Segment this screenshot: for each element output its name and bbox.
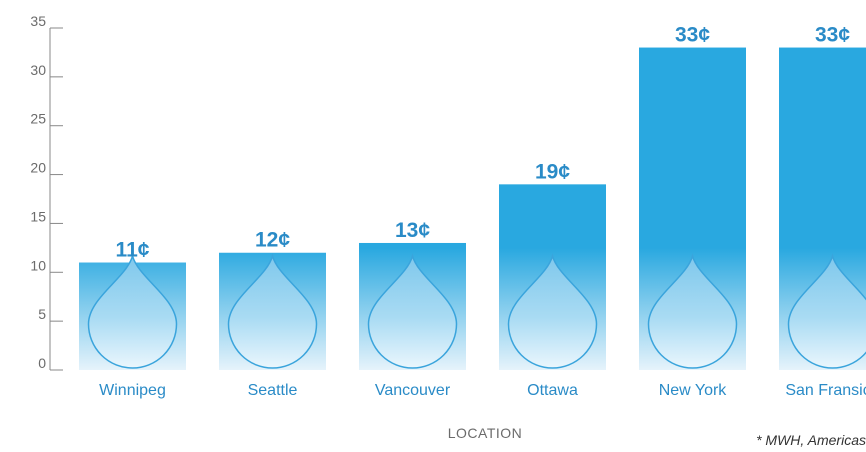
value-label: 33¢ <box>815 24 850 47</box>
value-label: 13¢ <box>395 219 430 242</box>
category-label: Vancouver <box>375 382 451 399</box>
footnote: * MWH, Americas <box>756 432 866 448</box>
category-labels: Winnipeg Seattle Vancouver Ottawa New York Sa… <box>99 382 866 399</box>
category-label: New York <box>659 382 728 399</box>
y-tick-label: 35 <box>30 13 46 29</box>
category-label: Winnipeg <box>99 382 166 399</box>
value-label: 33¢ <box>675 24 710 47</box>
water-drop-icon <box>787 253 866 369</box>
water-drop-icon <box>507 253 598 369</box>
value-label: 11¢ <box>116 239 150 262</box>
y-axis: 0 5 10 15 20 25 30 35 <box>30 13 63 371</box>
y-tick-label: 0 <box>38 355 46 371</box>
category-label: Ottawa <box>527 382 578 399</box>
water-drop-icon <box>227 253 318 369</box>
y-tick-label: 30 <box>30 62 46 78</box>
value-label: 12¢ <box>255 229 290 252</box>
water-drop-icon <box>647 253 738 369</box>
water-drop-icon <box>367 253 458 369</box>
y-tick-label: 15 <box>30 208 46 224</box>
y-tick-label: 10 <box>30 257 46 273</box>
water-drop-icon <box>87 253 178 369</box>
y-tick-label: 5 <box>38 306 46 322</box>
value-label: 19¢ <box>535 160 570 183</box>
category-label: Seattle <box>248 382 298 399</box>
category-label: San Fransico <box>785 382 866 399</box>
y-tick-label: 20 <box>30 160 46 176</box>
y-tick-label: 25 <box>30 111 46 127</box>
bars: 11¢ 12¢ 13¢ 19¢ 33¢ 33¢ <box>79 24 866 371</box>
x-axis-title: LOCATION <box>447 425 523 441</box>
